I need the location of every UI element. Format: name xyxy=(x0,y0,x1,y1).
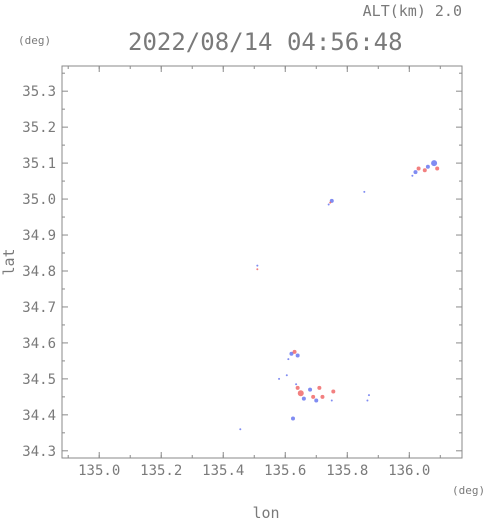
x-axis-title: lon xyxy=(252,504,279,521)
data-point xyxy=(295,353,300,358)
data-point xyxy=(289,351,294,356)
data-point xyxy=(295,383,298,386)
data-point xyxy=(435,166,440,171)
data-point xyxy=(425,164,430,169)
y-tick-label: 34.6 xyxy=(22,336,56,352)
data-point xyxy=(366,399,369,402)
data-point xyxy=(413,170,418,175)
data-point xyxy=(411,174,414,177)
data-point xyxy=(301,396,306,401)
data-point xyxy=(239,428,242,431)
data-point xyxy=(317,385,322,390)
data-point xyxy=(291,416,296,421)
axis-ticks: 135.0 135.2 135.4 135.6 135.8 136.0 34.3 34.4 34… xyxy=(22,66,462,479)
data-point xyxy=(331,389,336,394)
x-tick-label: 135.2 xyxy=(140,463,182,479)
y-tick-label: 35.0 xyxy=(22,192,56,208)
x-tick-label: 136.0 xyxy=(388,463,430,479)
data-point xyxy=(292,349,297,354)
y-tick-label: 34.3 xyxy=(22,444,56,460)
data-point xyxy=(256,264,259,267)
data-point xyxy=(311,394,316,399)
y-tick-label: 35.1 xyxy=(22,156,56,172)
x-tick-label: 135.8 xyxy=(326,463,368,479)
plot-frame xyxy=(61,65,463,459)
y-unit-label: (deg) xyxy=(18,34,51,47)
data-point xyxy=(295,385,300,390)
y-tick-label: 34.8 xyxy=(22,264,56,280)
y-axis-title: lat xyxy=(0,248,18,275)
y-tick-label: 34.7 xyxy=(22,300,56,316)
data-point xyxy=(256,268,259,271)
data-points xyxy=(239,160,440,431)
data-point xyxy=(278,377,281,380)
y-tick-label: 34.9 xyxy=(22,228,56,244)
y-tick-label: 35.2 xyxy=(22,120,56,136)
y-tick-label: 34.4 xyxy=(22,408,56,424)
data-point xyxy=(416,166,421,171)
data-point xyxy=(287,358,290,361)
data-point xyxy=(285,374,288,377)
chart-subtitle: ALT(km) 2.0 xyxy=(363,2,462,20)
data-point xyxy=(308,387,313,392)
x-tick-label: 135.6 xyxy=(264,463,306,479)
x-unit-label: (deg) xyxy=(452,484,485,497)
data-point xyxy=(297,390,304,397)
data-point xyxy=(330,399,333,402)
data-point xyxy=(363,190,366,193)
data-point xyxy=(367,394,370,397)
y-tick-label: 35.3 xyxy=(22,84,56,100)
chart-title: 2022/08/14 04:56:48 xyxy=(128,28,403,56)
data-point xyxy=(329,201,332,204)
data-point xyxy=(314,398,319,403)
data-point xyxy=(327,203,330,206)
data-point xyxy=(422,168,427,173)
x-tick-label: 135.0 xyxy=(78,463,120,479)
x-tick-label: 135.4 xyxy=(202,463,244,479)
y-tick-label: 34.5 xyxy=(22,372,56,388)
data-point xyxy=(431,160,438,167)
data-point xyxy=(320,394,325,399)
